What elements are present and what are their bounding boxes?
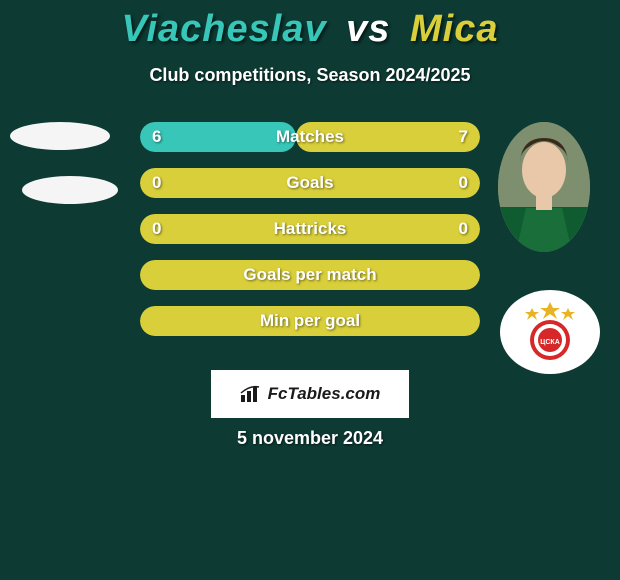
svg-text:ЦСКА: ЦСКА [540,339,560,346]
subtitle: Club competitions, Season 2024/2025 [0,65,620,86]
stat-value-right: 0 [459,168,468,198]
stat-value-right: 0 [459,214,468,244]
stat-label: Goals per match [140,260,480,290]
player1-club-placeholder [22,176,118,204]
fctables-logo: FcTables.com [211,370,409,418]
stat-bar-goals-per-match: Goals per match [140,260,480,290]
stat-bar-goals: 0 Goals 0 [140,168,480,198]
stat-bar-matches: 6 Matches 7 [140,122,480,152]
player1-photo-placeholder [10,122,110,150]
brand-text: FcTables.com [268,384,381,404]
player2-club-badge: ЦСКА [500,290,600,374]
vs-label: vs [346,8,390,50]
stat-label: Min per goal [140,306,480,336]
stat-bar-min-per-goal: Min per goal [140,306,480,336]
stat-label: Matches [140,122,480,152]
player2-name: Mica [410,8,498,50]
cska-badge-icon: ЦСКА [520,302,580,362]
stat-value-right: 7 [459,122,468,152]
bar-chart-icon [240,385,262,403]
date-label: 5 november 2024 [0,428,620,449]
stat-label: Goals [140,168,480,198]
person-icon [498,122,590,252]
stat-label: Hattricks [140,214,480,244]
stat-bar-hattricks: 0 Hattricks 0 [140,214,480,244]
player1-name: Viacheslav [122,8,327,50]
stats-area: 6 Matches 7 0 Goals 0 0 Hattricks 0 Goal… [140,122,480,352]
page-title: Viacheslav vs Mica [0,0,620,51]
player2-photo [498,122,590,252]
comparison-card: Viacheslav vs Mica Club competitions, Se… [0,0,620,580]
